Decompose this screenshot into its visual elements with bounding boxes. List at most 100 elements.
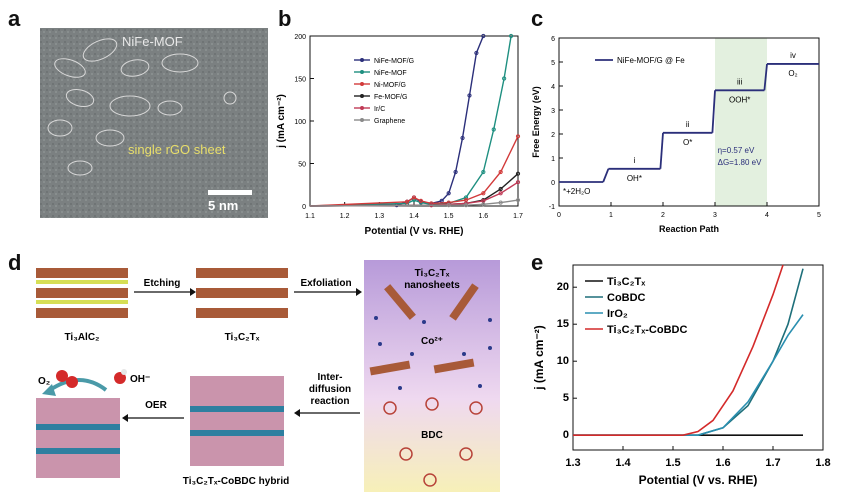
- x-tick-label: 1.4: [409, 213, 419, 220]
- o2-molecule: [56, 370, 78, 388]
- bdc-molecules: [383, 397, 483, 487]
- series-point: [446, 203, 451, 208]
- tem-rgo-label: single rGO sheet: [128, 142, 226, 157]
- x-axis-label: Reaction Path: [659, 224, 719, 234]
- y-axis-label: j (mA cm⁻²): [276, 94, 287, 149]
- legend-marker: [360, 106, 364, 110]
- hybrid-label: Ti₃C₂Tₓ-CoBDC hybrid: [183, 476, 289, 487]
- y-tick-label: 0: [563, 429, 569, 441]
- schematic-d: Ti₃AlC₂ Ti₃C₂Tₓ Etching Exfoliation Ti₃C…: [36, 260, 500, 492]
- y-tick-label: 6: [551, 36, 555, 43]
- series-line: [309, 199, 519, 207]
- x-tick-label: 1.2: [340, 213, 350, 220]
- panel-label-c: c: [531, 6, 544, 31]
- series-point: [411, 197, 417, 203]
- series-point: [515, 171, 521, 176]
- series-line: [309, 135, 519, 207]
- legend-label: NiFe-MOF/G: [374, 58, 414, 65]
- nanosheet-4: [433, 358, 475, 374]
- plot-frame: [572, 264, 824, 451]
- step-roman-label: iii: [737, 77, 743, 86]
- tem-image: NiFe-MOF single rGO sheet 5 nm: [40, 28, 268, 218]
- legend-label: Ti₃C₂Tₓ-CoBDC: [607, 324, 687, 336]
- x-tick-label: 5: [817, 212, 821, 219]
- y-tick-label: 2: [551, 132, 555, 139]
- panel-label-e: e: [531, 250, 544, 275]
- x-tick-label: 1: [609, 212, 613, 219]
- x-axis-label: Potential (V vs. RHE): [639, 473, 758, 487]
- annotation-text: ΔG=1.80 eV: [718, 158, 762, 167]
- x-tick-label: 3: [713, 212, 717, 219]
- panel-label-b: b: [278, 6, 292, 31]
- legend-marker: [360, 94, 364, 98]
- solution-box: [364, 260, 500, 492]
- series-point: [460, 135, 465, 141]
- legend-title: NiFe-MOF/G @ Fe: [617, 56, 685, 65]
- x-tick-label: 1.3: [565, 457, 580, 469]
- x-tick-label: 0: [557, 212, 561, 219]
- legend-label: Ti₃C₂Tₓ: [607, 276, 646, 288]
- y-tick-label: 100: [294, 119, 306, 126]
- bdc-label: BDC: [421, 430, 443, 441]
- legend-marker: [360, 118, 364, 122]
- step-roman-label: ii: [686, 120, 690, 129]
- nanosheet-2: [449, 283, 479, 321]
- exfoliation-label: Exfoliation: [300, 278, 351, 289]
- nanosheet-3: [369, 360, 411, 376]
- ti3c2tx-label: Ti₃C₂Tₓ: [225, 332, 260, 343]
- series-point: [446, 191, 451, 196]
- series-point: [463, 195, 469, 200]
- series-point: [502, 76, 507, 81]
- scale-bar: [208, 190, 252, 195]
- ti3c2tx-structure: [196, 268, 288, 318]
- y-tick-label: 20: [557, 281, 569, 293]
- panel-label-d: d: [8, 250, 22, 275]
- y-tick-label: 5: [563, 392, 569, 404]
- etching-label: Etching: [144, 278, 181, 289]
- series-line: [573, 264, 784, 436]
- interdiffusion-label-1: Inter-: [318, 372, 343, 383]
- energy-connector: [659, 132, 664, 169]
- legend-marker: [360, 82, 364, 86]
- chart-e: 1.3 1.4 1.5 1.6 1.7 1.8 0 5 10 15 20 Potential (V v…: [532, 264, 831, 487]
- series-point: [515, 180, 521, 185]
- y-tick-label: 15: [557, 318, 569, 330]
- y-axis-label: Free Energy (eV): [531, 86, 541, 158]
- y-tick-label: 4: [551, 84, 555, 91]
- series-point: [481, 169, 486, 175]
- tem-texture: [40, 28, 268, 218]
- x-tick-label: 1.4: [615, 457, 631, 469]
- interdiffusion-label-2: diffusion: [309, 384, 351, 395]
- energy-connector: [763, 63, 768, 91]
- series-point: [508, 33, 514, 39]
- y-tick-label: 0: [551, 180, 555, 187]
- legend-label: NiFe-MOF: [374, 70, 407, 77]
- nanosheets-label-1: Ti₃C₂Tₓ: [415, 268, 450, 279]
- step-species-label: O₂: [788, 69, 797, 78]
- ti3alc2-structure: [36, 268, 128, 318]
- y-tick-label: 50: [298, 162, 306, 169]
- legend-label: Ir/C: [374, 106, 385, 113]
- x-tick-label: 2: [661, 212, 665, 219]
- legend-label: Graphene: [374, 118, 405, 125]
- plot-frame: [558, 37, 820, 207]
- oer-catalyst-structure: [36, 398, 120, 478]
- series-point: [515, 197, 521, 203]
- series-point: [491, 127, 496, 132]
- annotation-text: η=0.57 eV: [718, 146, 755, 155]
- hybrid-structure: [190, 376, 284, 466]
- x-tick-label: 1.7: [513, 213, 523, 220]
- o2-label: O₂: [38, 376, 50, 387]
- chart-b: 1.1 1.2 1.3 1.4 1.5 1.6 1.7 0 50 100 150 200 Potenti…: [276, 33, 523, 237]
- y-tick-label: 0: [302, 204, 306, 211]
- series-point: [474, 50, 479, 56]
- x-tick-label: 1.3: [374, 213, 384, 220]
- series-point: [411, 195, 417, 200]
- oer-curved-arrow: [48, 378, 108, 392]
- series-point: [418, 198, 424, 203]
- legend-marker: [360, 70, 364, 74]
- step-species-label: OOH*: [729, 95, 750, 104]
- step-roman-label: i: [634, 156, 636, 165]
- series-line: [573, 314, 804, 436]
